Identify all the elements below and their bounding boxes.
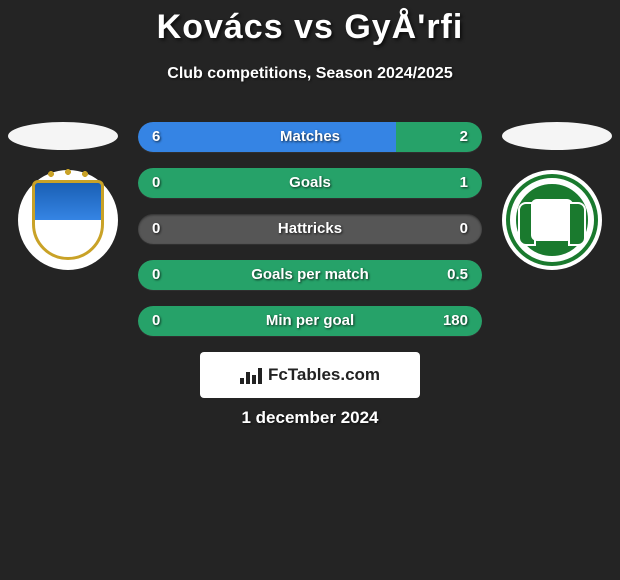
date-label: 1 december 2024 <box>0 408 620 428</box>
page-title: Kovács vs GyÅ'rfi <box>0 0 620 47</box>
club-crest-left <box>18 170 118 270</box>
stat-value-left: 0 <box>152 306 160 336</box>
stat-value-left: 0 <box>152 260 160 290</box>
stat-label: Hattricks <box>138 214 482 244</box>
stat-row: Min per goal0 180 <box>138 306 482 336</box>
stat-row: Hattricks0 0 <box>138 214 482 244</box>
stats-panel: Matches62Goals01Hattricks00Goals per mat… <box>138 122 482 352</box>
bar-chart-icon <box>240 366 262 384</box>
player-right-avatar <box>502 122 612 150</box>
brand-text: FcTables.com <box>268 365 380 385</box>
stat-value-right: 1 <box>460 168 468 198</box>
stat-value-left: 0 <box>152 168 160 198</box>
stat-value-right: 0.5 <box>447 260 468 290</box>
shield-icon <box>32 180 104 260</box>
stat-value-left: 0 <box>152 214 160 244</box>
stat-row: Goals per match0 0.5 <box>138 260 482 290</box>
stat-value-right: 180 <box>443 306 468 336</box>
stat-row: Matches6 2 <box>138 122 482 152</box>
club-crest-right <box>502 170 602 270</box>
player-left-avatar <box>8 122 118 150</box>
stat-row: Goals0 1 <box>138 168 482 198</box>
comparison-card: Kovács vs GyÅ'rfi Club competitions, Sea… <box>0 0 620 580</box>
stat-label: Min per goal <box>138 306 482 336</box>
badge-icon <box>510 178 594 262</box>
stat-label: Goals <box>138 168 482 198</box>
badge-center <box>531 199 573 241</box>
subtitle: Club competitions, Season 2024/2025 <box>0 65 620 83</box>
brand-badge[interactable]: FcTables.com <box>200 352 420 398</box>
stat-label: Matches <box>138 122 482 152</box>
stat-value-left: 6 <box>152 122 160 152</box>
stat-label: Goals per match <box>138 260 482 290</box>
stat-value-right: 2 <box>460 122 468 152</box>
stat-value-right: 0 <box>460 214 468 244</box>
